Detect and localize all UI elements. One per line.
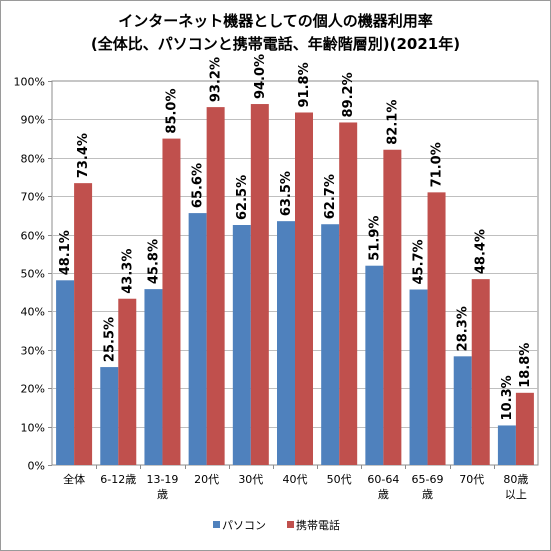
x-tick-label: 70代 xyxy=(459,473,484,486)
y-tick-label: 60% xyxy=(21,230,45,243)
data-label: 18.8% xyxy=(518,343,533,388)
bar-mobile xyxy=(427,192,446,466)
legend-label: パソコン xyxy=(222,519,266,532)
y-tick-label: 0% xyxy=(28,460,45,473)
data-label: 48.1% xyxy=(58,230,73,275)
data-label: 91.8% xyxy=(297,62,312,107)
data-label: 62.5% xyxy=(235,175,250,220)
y-tick-label: 80% xyxy=(21,153,45,166)
y-tick-label: 70% xyxy=(21,191,45,204)
bar-mobile xyxy=(383,149,402,465)
bar-pc xyxy=(144,289,163,465)
bar-mobile xyxy=(339,122,358,466)
y-tick-label: 30% xyxy=(21,345,45,358)
data-label: 93.2% xyxy=(209,57,224,102)
x-tick-label: 80歳 xyxy=(503,473,528,486)
data-label: 62.7% xyxy=(323,174,338,219)
data-label: 82.1% xyxy=(385,100,400,145)
bar-pc xyxy=(365,265,384,465)
data-label: 45.8% xyxy=(146,239,161,284)
data-label: 25.5% xyxy=(102,317,117,362)
x-tick-label: 13-19 xyxy=(146,473,178,486)
data-label: 85.0% xyxy=(164,88,179,133)
legend-swatch xyxy=(287,521,294,528)
data-label: 10.3% xyxy=(500,375,515,420)
x-tick-label: 歳 xyxy=(378,488,389,501)
bar-mobile xyxy=(471,279,490,465)
bar-mobile xyxy=(295,112,313,465)
bar-mobile xyxy=(515,392,534,465)
y-tick-label: 50% xyxy=(21,268,45,281)
chart-subtitle: (全体比、パソコンと携帯電話、年齢階層別)(2021年) xyxy=(90,35,461,53)
bar-pc xyxy=(277,221,295,465)
legend-swatch xyxy=(213,521,220,528)
bar-mobile xyxy=(250,104,269,465)
bar-pc xyxy=(188,213,207,465)
x-tick-label: 歳 xyxy=(157,488,168,501)
x-tick-label: 6-12歳 xyxy=(100,473,136,486)
data-label: 65.6% xyxy=(191,163,206,208)
legend-label: 携帯電話 xyxy=(296,518,340,532)
data-label: 63.5% xyxy=(279,171,294,216)
bar-pc xyxy=(497,425,516,465)
x-tick-label: 歳 xyxy=(422,488,433,501)
bar-pc xyxy=(409,289,428,465)
x-tick-label: 30代 xyxy=(238,473,263,486)
data-label: 94.0% xyxy=(253,54,268,99)
bar-pc xyxy=(56,280,75,465)
chart-title: インターネット機器としての個人の機器利用率 xyxy=(118,12,433,30)
x-tick-label: 40代 xyxy=(283,473,308,486)
y-tick-label: 90% xyxy=(21,114,45,127)
y-tick-label: 20% xyxy=(21,383,45,396)
bar-pc xyxy=(100,367,119,465)
bar-pc xyxy=(232,225,251,465)
bar-mobile xyxy=(162,138,181,465)
bar-mobile xyxy=(206,107,225,465)
x-tick-label: 20代 xyxy=(194,473,219,486)
data-label: 51.9% xyxy=(367,216,382,261)
bar-pc xyxy=(453,356,472,465)
data-label: 43.3% xyxy=(120,249,135,294)
y-tick-label: 100% xyxy=(14,76,45,89)
y-tick-label: 40% xyxy=(21,306,45,319)
bar-pc xyxy=(321,224,340,465)
x-tick-label: 以上 xyxy=(505,488,527,501)
data-label: 45.7% xyxy=(412,239,427,284)
data-label: 73.4% xyxy=(76,133,91,178)
bar-mobile xyxy=(118,298,137,465)
data-label: 71.0% xyxy=(430,142,445,187)
bar-mobile xyxy=(74,183,93,466)
data-label: 48.4% xyxy=(474,229,489,274)
x-tick-label: 60-64 xyxy=(367,473,399,486)
y-tick-label: 10% xyxy=(21,422,45,435)
x-tick-label: 65-69 xyxy=(412,473,444,486)
x-tick-label: 50代 xyxy=(327,473,352,486)
data-label: 28.3% xyxy=(456,306,471,351)
x-tick-label: 全体 xyxy=(63,472,85,486)
data-label: 89.2% xyxy=(341,72,356,117)
